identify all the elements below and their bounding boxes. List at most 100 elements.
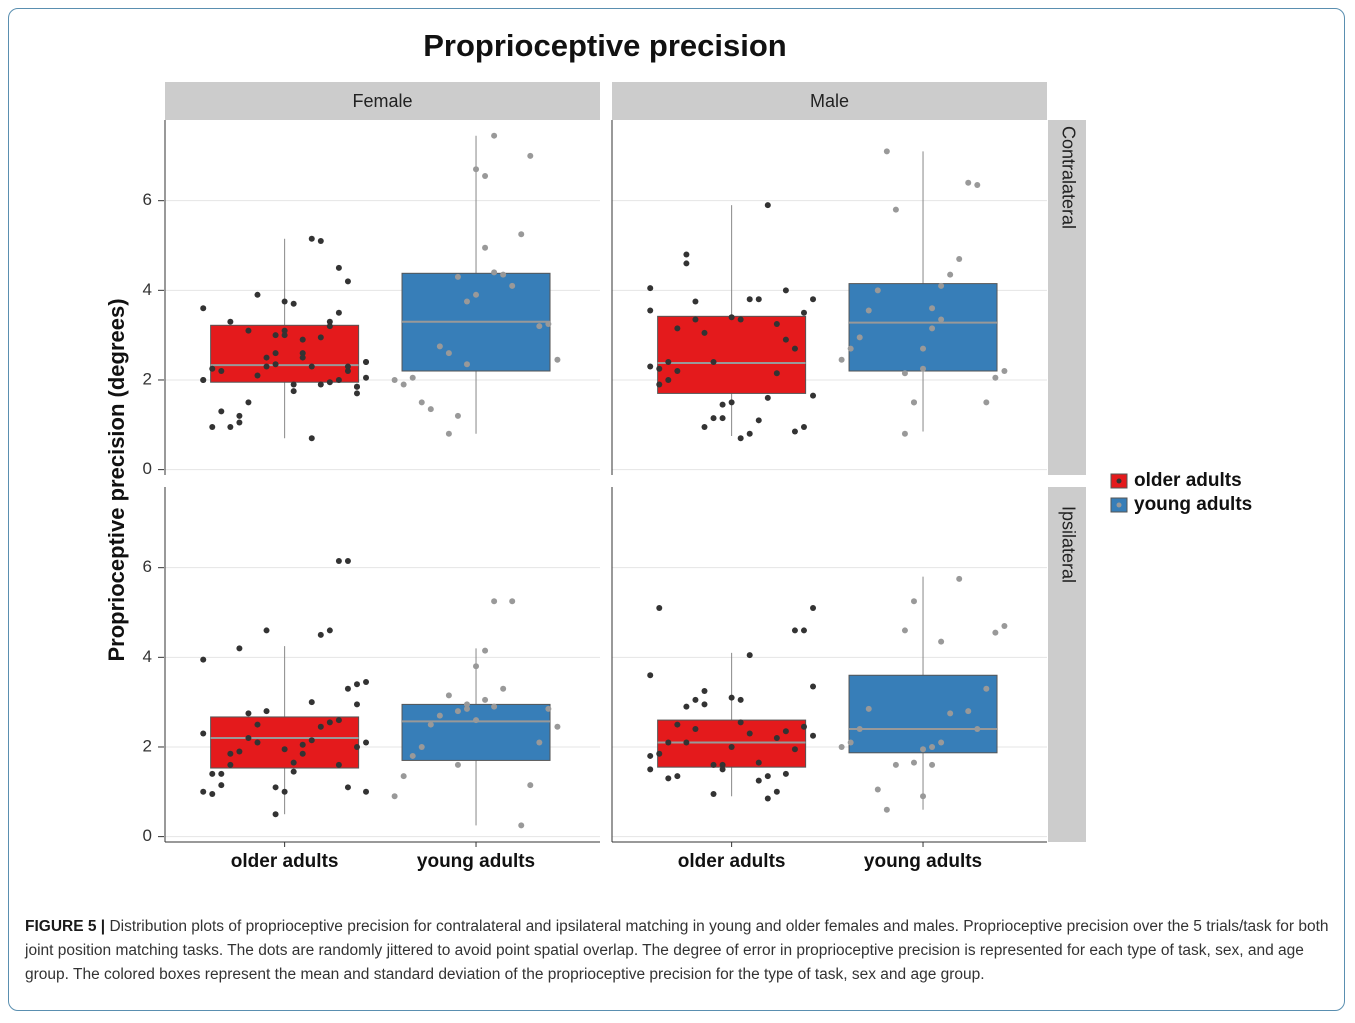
- data-point: [281, 332, 288, 339]
- data-point: [892, 206, 899, 213]
- facet-row-label: Ipsilateral: [1058, 506, 1078, 583]
- data-point: [299, 336, 306, 343]
- data-point: [236, 412, 243, 419]
- x-tick-label: older adults: [678, 851, 786, 872]
- data-point: [445, 350, 452, 357]
- data-point: [308, 435, 315, 442]
- data-point: [728, 694, 735, 701]
- data-point: [344, 557, 351, 564]
- data-point: [254, 739, 261, 746]
- data-point: [647, 307, 654, 314]
- data-point: [500, 685, 507, 692]
- data-point: [209, 424, 216, 431]
- data-point: [665, 739, 672, 746]
- data-point: [400, 381, 407, 388]
- data-point: [209, 791, 216, 798]
- data-point: [200, 376, 207, 383]
- legend-label: young adults: [1134, 494, 1252, 515]
- data-point: [335, 717, 342, 724]
- data-point: [938, 282, 945, 289]
- data-point: [254, 291, 261, 298]
- facet-strip: [1048, 487, 1086, 842]
- data-point: [344, 278, 351, 285]
- data-point: [363, 678, 370, 685]
- data-point: [737, 316, 744, 323]
- data-point: [473, 717, 480, 724]
- data-point: [536, 323, 543, 330]
- x-tick-label: young adults: [864, 851, 982, 872]
- data-point: [746, 652, 753, 659]
- data-point: [272, 332, 279, 339]
- data-point: [920, 793, 927, 800]
- data-point: [683, 260, 690, 267]
- data-point: [227, 318, 234, 325]
- data-point: [344, 363, 351, 370]
- data-point: [418, 399, 425, 406]
- data-point: [755, 777, 762, 784]
- data-point: [263, 354, 270, 361]
- data-point: [883, 148, 890, 155]
- figure-frame: [8, 8, 1345, 1011]
- data-point: [536, 739, 543, 746]
- data-point: [782, 336, 789, 343]
- data-point: [938, 638, 945, 645]
- data-point: [782, 287, 789, 294]
- data-point: [245, 399, 252, 406]
- data-point: [482, 173, 489, 180]
- data-point: [800, 309, 807, 316]
- data-point: [865, 307, 872, 314]
- data-point: [463, 705, 470, 712]
- data-point: [473, 166, 480, 173]
- data-point: [910, 759, 917, 766]
- data-point: [272, 361, 279, 368]
- box: [848, 674, 998, 754]
- data-point: [308, 363, 315, 370]
- data-point: [290, 759, 297, 766]
- box: [848, 283, 998, 372]
- data-point: [436, 712, 443, 719]
- data-point: [764, 202, 771, 209]
- data-point: [810, 296, 817, 303]
- facet-strip: [612, 82, 1047, 120]
- caption: FIGURE 5 | Distribution plots of proprio…: [25, 915, 1335, 987]
- data-point: [728, 399, 735, 406]
- data-point: [773, 735, 780, 742]
- data-point: [929, 325, 936, 332]
- data-point: [326, 379, 333, 386]
- data-point: [883, 806, 890, 813]
- legend-dot: [1116, 478, 1122, 484]
- data-point: [281, 746, 288, 753]
- data-point: [463, 298, 470, 305]
- data-point: [810, 392, 817, 399]
- data-point: [938, 739, 945, 746]
- data-point: [965, 179, 972, 186]
- y-tick-label: 0: [143, 459, 152, 478]
- x-tick-label: older adults: [231, 851, 339, 872]
- data-point: [701, 687, 708, 694]
- data-point: [800, 723, 807, 730]
- data-point: [236, 419, 243, 426]
- y-tick-label: 2: [143, 736, 152, 755]
- data-point: [463, 361, 470, 368]
- data-point: [674, 325, 681, 332]
- data-point: [254, 372, 261, 379]
- data-point: [737, 435, 744, 442]
- data-point: [200, 656, 207, 663]
- data-point: [665, 359, 672, 366]
- data-point: [764, 394, 771, 401]
- data-point: [363, 788, 370, 795]
- data-point: [810, 605, 817, 612]
- data-point: [910, 399, 917, 406]
- data-point: [737, 719, 744, 726]
- data-point: [910, 598, 917, 605]
- data-point: [317, 381, 324, 388]
- data-point: [527, 152, 534, 159]
- data-point: [409, 752, 416, 759]
- facet-strip: [165, 82, 600, 120]
- data-point: [647, 285, 654, 292]
- data-point: [263, 627, 270, 634]
- data-point: [299, 741, 306, 748]
- data-point: [746, 730, 753, 737]
- data-point: [800, 627, 807, 634]
- y-tick-label: 6: [143, 190, 152, 209]
